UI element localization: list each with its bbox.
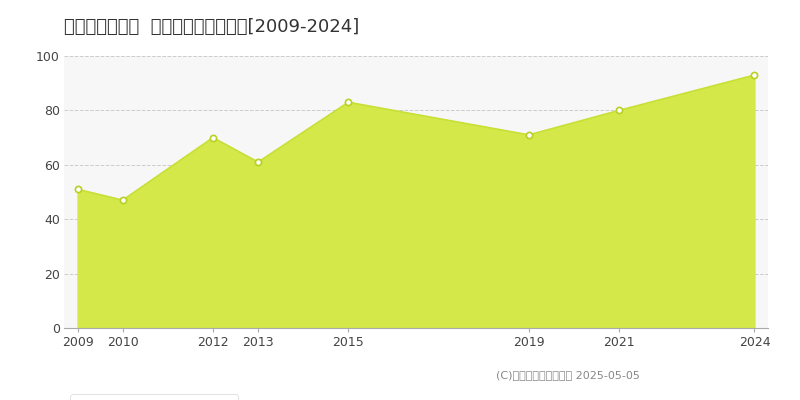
Point [116,197,129,203]
Point [748,72,761,78]
Point [613,107,626,114]
Point [71,186,84,192]
Text: (C)土地価格ドットコム 2025-05-05: (C)土地価格ドットコム 2025-05-05 [496,370,640,380]
Text: 堺市西区鳳中町  マンション価格推移[2009-2024]: 堺市西区鳳中町 マンション価格推移[2009-2024] [64,18,359,36]
Point [206,134,219,141]
Point [342,99,354,106]
Point [522,132,535,138]
Legend: マンション価格 平均坪単価(万円/坪): マンション価格 平均坪単価(万円/坪) [70,394,238,400]
Point [252,159,265,165]
